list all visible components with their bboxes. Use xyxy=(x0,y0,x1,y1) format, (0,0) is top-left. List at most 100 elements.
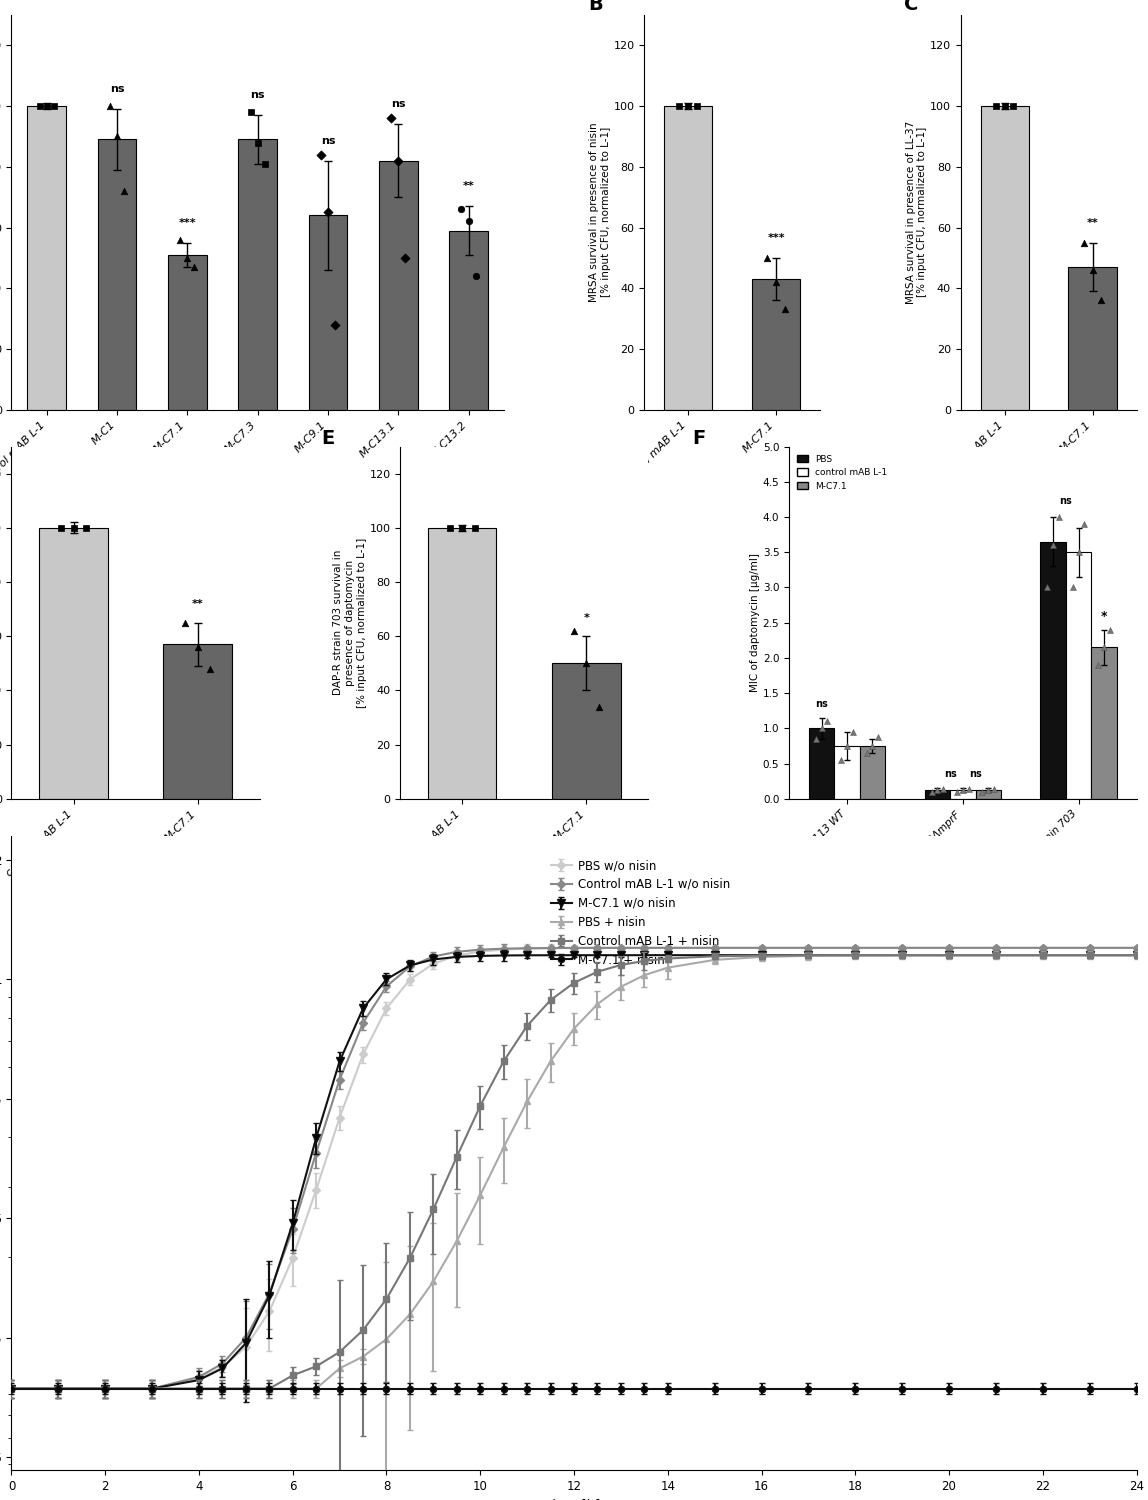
Point xyxy=(52,516,70,540)
Point xyxy=(201,657,219,681)
Point xyxy=(565,620,583,644)
Point xyxy=(688,94,706,118)
Text: **: ** xyxy=(192,598,203,609)
Legend: PBS, control mAB L-1, M-C7.1: PBS, control mAB L-1, M-C7.1 xyxy=(793,452,891,495)
Bar xyxy=(860,746,885,800)
Point xyxy=(1075,231,1093,255)
Point xyxy=(758,246,776,270)
Bar xyxy=(163,645,232,800)
Point xyxy=(922,780,940,804)
Point xyxy=(311,142,331,166)
Point xyxy=(188,634,207,658)
Point xyxy=(45,94,63,118)
Point xyxy=(453,516,472,540)
Bar xyxy=(239,140,277,410)
Bar xyxy=(379,160,418,410)
Text: ns: ns xyxy=(391,99,405,109)
Point xyxy=(77,516,95,540)
Point xyxy=(680,94,698,118)
Point xyxy=(389,148,408,172)
Bar xyxy=(980,106,1029,410)
Point xyxy=(178,246,196,270)
Text: B: B xyxy=(588,0,603,15)
Bar xyxy=(1065,552,1092,800)
Point xyxy=(767,270,785,294)
Point xyxy=(459,210,478,234)
Bar xyxy=(28,106,65,410)
Bar xyxy=(924,790,951,800)
Text: ns: ns xyxy=(815,699,828,709)
Point xyxy=(115,178,133,203)
Point xyxy=(979,778,998,802)
Point xyxy=(1038,576,1056,600)
Text: F: F xyxy=(692,429,705,448)
Bar xyxy=(809,729,835,800)
Point xyxy=(1095,636,1114,660)
Point xyxy=(1101,618,1119,642)
Bar xyxy=(835,746,860,800)
Point xyxy=(1089,652,1108,676)
Point xyxy=(928,778,946,802)
Point xyxy=(1084,258,1102,282)
Text: ns: ns xyxy=(944,770,956,778)
Point xyxy=(248,130,266,154)
Y-axis label: MRSA survival in presence of LL-37
[% input CFU, normalized to L-1]: MRSA survival in presence of LL-37 [% in… xyxy=(906,120,928,304)
Point xyxy=(1004,94,1023,118)
Point xyxy=(985,777,1003,801)
Point xyxy=(31,94,48,118)
Text: **: ** xyxy=(1087,217,1099,228)
Point xyxy=(108,124,126,148)
Point xyxy=(1044,532,1062,556)
Y-axis label: MIC of daptomycin [µg/ml]: MIC of daptomycin [µg/ml] xyxy=(750,554,760,692)
Text: ns: ns xyxy=(1060,496,1072,507)
Point xyxy=(813,717,831,741)
Bar xyxy=(1092,648,1117,800)
Point xyxy=(577,651,596,675)
Point xyxy=(1070,540,1088,564)
X-axis label: time [h]: time [h] xyxy=(548,1498,600,1500)
Point xyxy=(838,734,856,758)
Bar xyxy=(752,279,800,410)
Bar xyxy=(449,231,488,410)
Text: E: E xyxy=(321,429,334,448)
Text: ***: *** xyxy=(178,217,196,228)
Point xyxy=(452,198,471,222)
Point xyxy=(1049,506,1068,530)
Point xyxy=(441,516,459,540)
Bar xyxy=(552,663,621,800)
Point xyxy=(995,94,1014,118)
Bar xyxy=(39,528,108,800)
Text: *: * xyxy=(1101,609,1108,622)
Point xyxy=(64,516,83,540)
Bar xyxy=(1040,542,1065,800)
Point xyxy=(807,728,825,752)
Point xyxy=(466,516,484,540)
Point xyxy=(832,748,851,772)
Point xyxy=(954,778,972,802)
Point xyxy=(987,94,1006,118)
Point xyxy=(858,741,876,765)
Point xyxy=(1064,576,1083,600)
Text: C: C xyxy=(905,0,918,15)
Point xyxy=(38,94,56,118)
Point xyxy=(948,780,967,804)
Text: ns: ns xyxy=(250,90,265,101)
Legend: PBS w/o nisin, Control mAB L-1 w/o nisin, M-C7.1 w/o nisin, PBS + nisin, Control: PBS w/o nisin, Control mAB L-1 w/o nisin… xyxy=(546,855,735,972)
Point xyxy=(255,152,273,176)
Point xyxy=(1076,512,1094,536)
Bar xyxy=(951,790,976,800)
Point xyxy=(590,694,608,718)
Point xyxy=(466,264,484,288)
Point xyxy=(844,720,862,744)
Point xyxy=(670,94,689,118)
Point xyxy=(241,100,259,124)
Point xyxy=(819,710,837,734)
Text: ns: ns xyxy=(969,770,982,778)
Point xyxy=(974,780,992,804)
Point xyxy=(1092,288,1110,312)
Y-axis label: DAP-R strain 703 survival in
presence of daptomycin
[% input CFU, normalized to : DAP-R strain 703 survival in presence of… xyxy=(333,537,366,708)
Point xyxy=(185,255,203,279)
Bar xyxy=(98,140,137,410)
Text: ns: ns xyxy=(110,84,124,94)
Point xyxy=(869,724,887,748)
